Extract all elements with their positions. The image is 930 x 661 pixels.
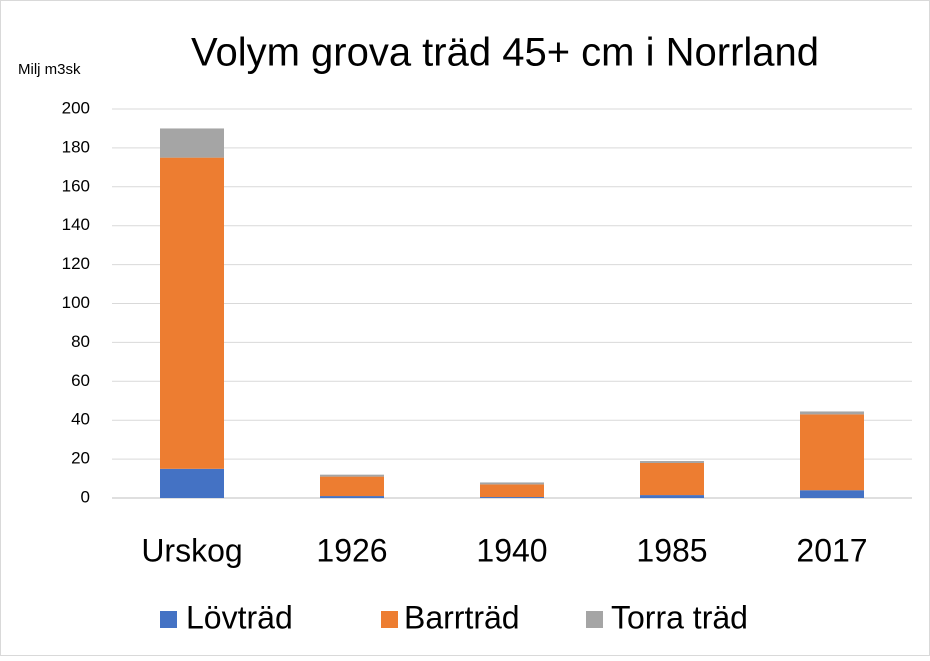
- bar-segment: [160, 128, 224, 158]
- legend-swatch: [586, 611, 603, 628]
- bar-segment: [320, 474, 384, 477]
- bar-segment: [480, 484, 544, 498]
- x-tick-label: 1926: [316, 532, 387, 568]
- bar-segment: [640, 461, 704, 463]
- bar-segment: [160, 468, 224, 498]
- x-tick-label: 1985: [636, 532, 707, 568]
- bar-segment: [640, 495, 704, 498]
- y-tick-label: 140: [62, 215, 90, 234]
- x-tick-label: 1940: [476, 532, 547, 568]
- bar-segment: [800, 411, 864, 415]
- x-tick-label: 2017: [796, 532, 867, 568]
- grid: [112, 108, 912, 499]
- y-tick-label: 0: [81, 487, 90, 506]
- y-tick-label: 60: [71, 371, 90, 390]
- y-tick-label: 80: [71, 332, 90, 351]
- bar-segment: [160, 157, 224, 469]
- y-tick-label: 200: [62, 98, 90, 117]
- y-axis-label: Milj m3sk: [18, 61, 81, 78]
- bar-segment: [640, 462, 704, 496]
- bar-segment: [800, 490, 864, 498]
- legend-label: Torra träd: [611, 599, 748, 635]
- y-tick-label: 100: [62, 293, 90, 312]
- y-tick-label: 120: [62, 254, 90, 273]
- y-tick-label: 180: [62, 137, 90, 156]
- legend-swatch: [160, 611, 177, 628]
- y-tick-label: 20: [71, 449, 90, 468]
- labels: 0 20 40 60 80 100 120 140 160 180 200 Urskog 1926 194…: [62, 98, 868, 635]
- x-tick-label: Urskog: [141, 532, 242, 568]
- legend-label: Barrträd: [404, 599, 520, 635]
- bar-segment: [480, 482, 544, 485]
- bars: [160, 128, 864, 498]
- bar-segment: [320, 476, 384, 497]
- legend-label: Lövträd: [186, 599, 293, 635]
- legend-swatch: [381, 611, 398, 628]
- chart-title: Volym grova träd 45+ cm i Norrland: [191, 31, 819, 75]
- y-tick-label: 40: [71, 410, 90, 429]
- y-tick-label: 160: [62, 176, 90, 195]
- bar-segment: [320, 496, 384, 498]
- bar-segment: [800, 414, 864, 491]
- bar-segment: [480, 497, 544, 498]
